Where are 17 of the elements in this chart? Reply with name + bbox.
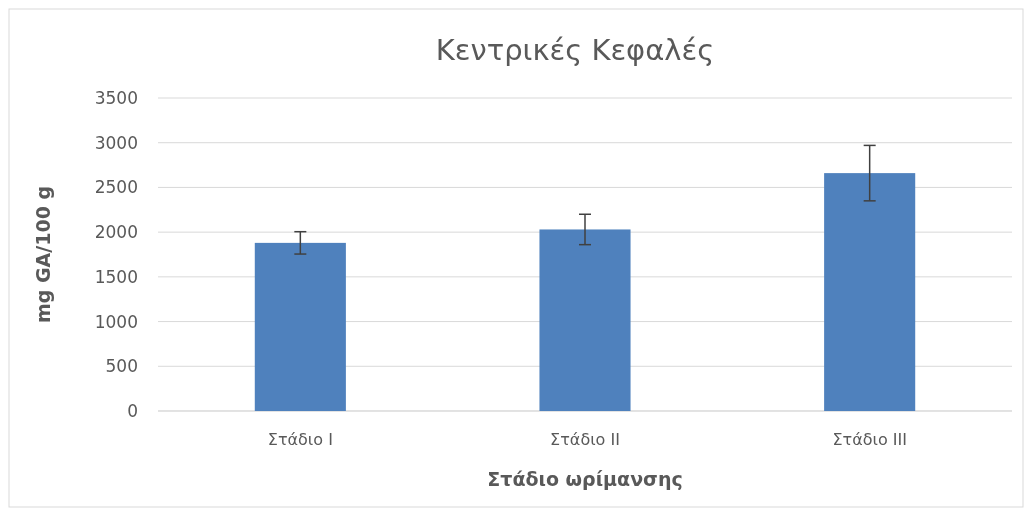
x-tick-label: Στάδιο III [832,430,907,449]
x-tick-label: Στάδιο II [550,430,620,449]
bar [824,173,916,411]
x-tick-label: Στάδιο I [267,430,333,449]
y-tick-label: 3000 [94,132,138,153]
x-axis-title: Στάδιο ωρίμανσης [487,468,683,490]
y-tick-label: 2000 [94,222,138,243]
y-tick-label: 2500 [94,177,138,198]
bar [254,242,346,411]
y-tick-label: 1000 [94,311,138,332]
y-tick-label: 0 [127,400,138,421]
bar [539,229,631,411]
y-tick-label: 3500 [94,87,138,108]
chart-title: Κεντρικές Κεφαλές [435,33,715,67]
y-tick-label: 500 [105,356,138,377]
y-axis-title: mg GA/100 g [32,185,54,324]
y-tick-label: 1500 [94,266,138,287]
